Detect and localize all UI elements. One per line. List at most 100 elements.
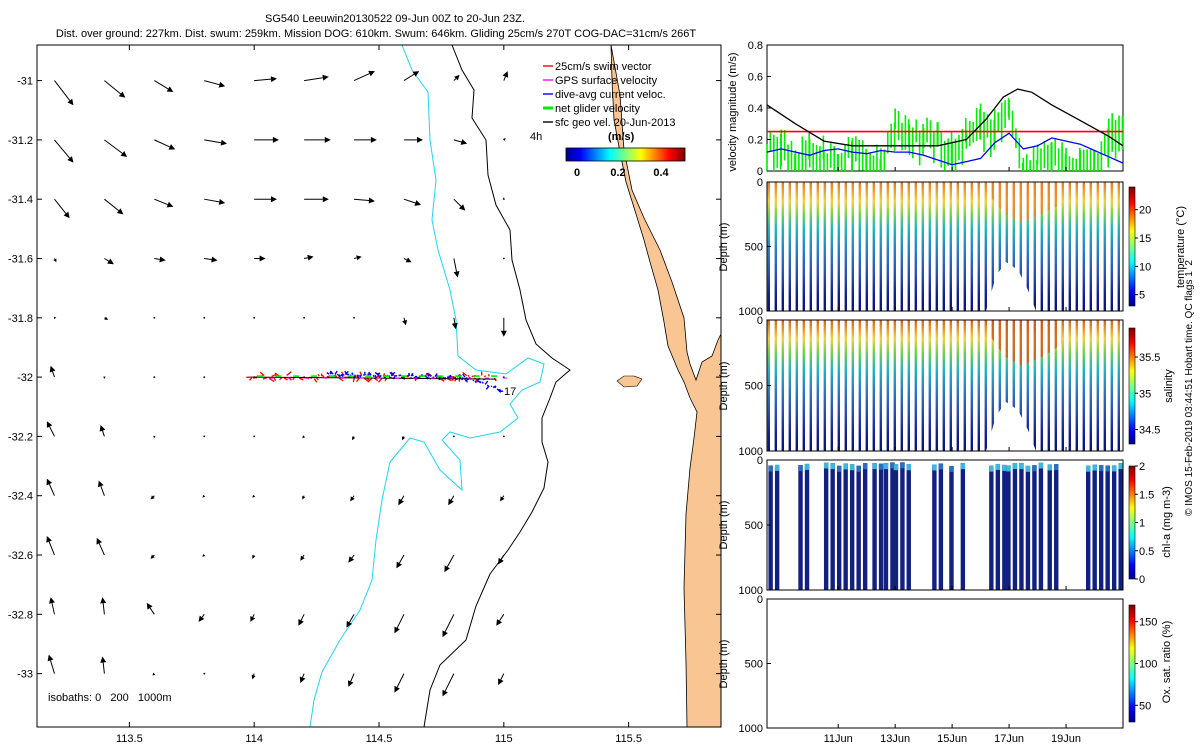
map-xtick-label: 114 bbox=[245, 733, 263, 745]
colorbar-tick-label: 15 bbox=[1139, 233, 1151, 245]
current-vector-shaft bbox=[304, 77, 323, 82]
chla-profile-surface bbox=[872, 463, 877, 470]
current-vector-shaft bbox=[500, 673, 505, 680]
depth-ytick-label: 1000 bbox=[739, 723, 763, 735]
map-ytick-label: -32.4 bbox=[8, 491, 33, 503]
current-vector-head bbox=[150, 495, 155, 500]
current-vector-head bbox=[412, 71, 420, 77]
current-vector-shaft bbox=[102, 662, 105, 674]
current-vector-shaft bbox=[302, 554, 305, 558]
map-colorbar: 4h (m/s) 0 0.2 0.4 bbox=[530, 131, 686, 179]
map-isobath-1000m bbox=[309, 44, 545, 728]
current-vector-head bbox=[454, 74, 460, 81]
velocity-ytick-label: 0.2 bbox=[748, 135, 763, 147]
chla-profile-surface bbox=[1085, 465, 1091, 472]
chla-profile-surface bbox=[836, 465, 842, 472]
map-xtick-label: 113.5 bbox=[116, 733, 143, 745]
current-vector-head bbox=[53, 258, 57, 263]
current-vector-head bbox=[252, 494, 256, 498]
current-vector-head bbox=[202, 554, 206, 557]
map-xtick-label: 115 bbox=[495, 733, 513, 745]
current-vector-head bbox=[442, 689, 448, 697]
chla-profile-surface bbox=[843, 463, 848, 470]
chla-profile bbox=[949, 465, 954, 590]
current-vector-head bbox=[96, 537, 102, 545]
velocity-series-sfc-geo bbox=[766, 88, 1124, 147]
chla-profile-surface bbox=[1032, 465, 1037, 472]
current-vector-head bbox=[153, 435, 156, 439]
depth-ytick-label: 0 bbox=[757, 594, 763, 606]
temperature-panel: 0 500 1000 Depth (m) 5 10 15 20 temperature (… bbox=[718, 177, 1187, 318]
current-vector-point bbox=[153, 376, 156, 379]
current-vector-shaft bbox=[502, 495, 505, 498]
current-vector-head bbox=[103, 376, 106, 380]
current-vector-head bbox=[198, 615, 205, 622]
current-vector-head bbox=[100, 597, 107, 604]
current-vector-shaft bbox=[300, 614, 305, 621]
chla-profile-surface bbox=[798, 465, 803, 472]
current-vector-head bbox=[307, 254, 314, 261]
colorbar-tick-label: 1.5 bbox=[1139, 489, 1154, 501]
chla-profile-surface bbox=[849, 464, 855, 471]
current-vector-head bbox=[46, 536, 52, 543]
colorbar-tick-label: 5 bbox=[1139, 290, 1145, 302]
current-vector-shaft bbox=[104, 139, 123, 154]
map-colorbar-tick-1: 0.2 bbox=[610, 167, 625, 179]
temperature-gap bbox=[986, 262, 1036, 311]
map-ytick-label: -32.2 bbox=[8, 431, 33, 443]
current-vector-head bbox=[298, 619, 304, 626]
current-vector-head bbox=[218, 198, 226, 205]
velocity-panel: 0 0.2 0.4 0.6 0.8 velocity magnitude (m/s) bbox=[727, 40, 1124, 178]
current-vector-head bbox=[444, 565, 450, 573]
current-vector-head bbox=[49, 597, 55, 604]
current-vector-point bbox=[502, 257, 505, 260]
current-vector-head bbox=[104, 316, 109, 320]
chla-profile-surface bbox=[823, 462, 829, 469]
current-vector-point bbox=[452, 435, 455, 438]
map-ytick-label: -32 bbox=[17, 372, 33, 384]
map-xtick-label: 115.5 bbox=[615, 733, 642, 745]
current-vector-shaft bbox=[98, 543, 105, 556]
current-vector-point bbox=[203, 316, 206, 319]
current-vector-shaft bbox=[152, 554, 155, 557]
chla-axes-frame bbox=[766, 459, 1124, 591]
current-vector-point bbox=[253, 435, 256, 438]
current-vector-head bbox=[394, 685, 400, 693]
current-vector-head bbox=[159, 256, 166, 263]
current-vector-shaft bbox=[353, 198, 370, 202]
current-vector-head bbox=[218, 81, 226, 88]
current-vector-head bbox=[442, 630, 448, 638]
current-vector-shaft bbox=[48, 541, 55, 556]
current-vector-shaft bbox=[403, 198, 416, 204]
chla-profile bbox=[798, 465, 803, 590]
current-vector-shaft bbox=[100, 485, 105, 496]
current-vector-shaft bbox=[453, 198, 462, 207]
depth-ytick-label: 500 bbox=[745, 242, 763, 254]
chla-profile bbox=[1111, 465, 1117, 590]
track-end-label: 17 bbox=[504, 386, 516, 398]
colorbar-tick-label: 35 bbox=[1139, 388, 1151, 400]
current-vector-head bbox=[300, 555, 305, 561]
current-vector-head bbox=[502, 71, 509, 78]
chla-profile-surface bbox=[862, 463, 868, 470]
current-vector-shaft bbox=[453, 78, 457, 81]
temperature-colorbar-ticks: 5 10 15 20 bbox=[1135, 205, 1151, 302]
current-vector-head bbox=[150, 554, 155, 559]
current-vector-head bbox=[107, 258, 114, 265]
chla-profile bbox=[989, 465, 994, 590]
map-xtick-label: 114.5 bbox=[366, 733, 393, 745]
legend-item-dac: dive-avg current veloc. bbox=[543, 89, 666, 101]
chla-profile bbox=[906, 464, 911, 590]
map-ytick-label: -31.2 bbox=[8, 135, 33, 147]
chla-profile bbox=[938, 463, 944, 590]
depth-ytick-label: 0 bbox=[757, 177, 763, 189]
current-vector-head bbox=[202, 494, 206, 498]
oxygen-axis-ticks: 0 500 1000 bbox=[739, 594, 1067, 735]
map-land bbox=[610, 44, 722, 728]
colorbar-tick-label: 35.5 bbox=[1139, 352, 1160, 364]
current-vector-head bbox=[166, 86, 174, 92]
current-vector-head bbox=[250, 615, 256, 622]
chla-profile-surface bbox=[883, 463, 889, 470]
current-vector-head bbox=[67, 156, 74, 163]
current-vector-head bbox=[152, 672, 156, 676]
